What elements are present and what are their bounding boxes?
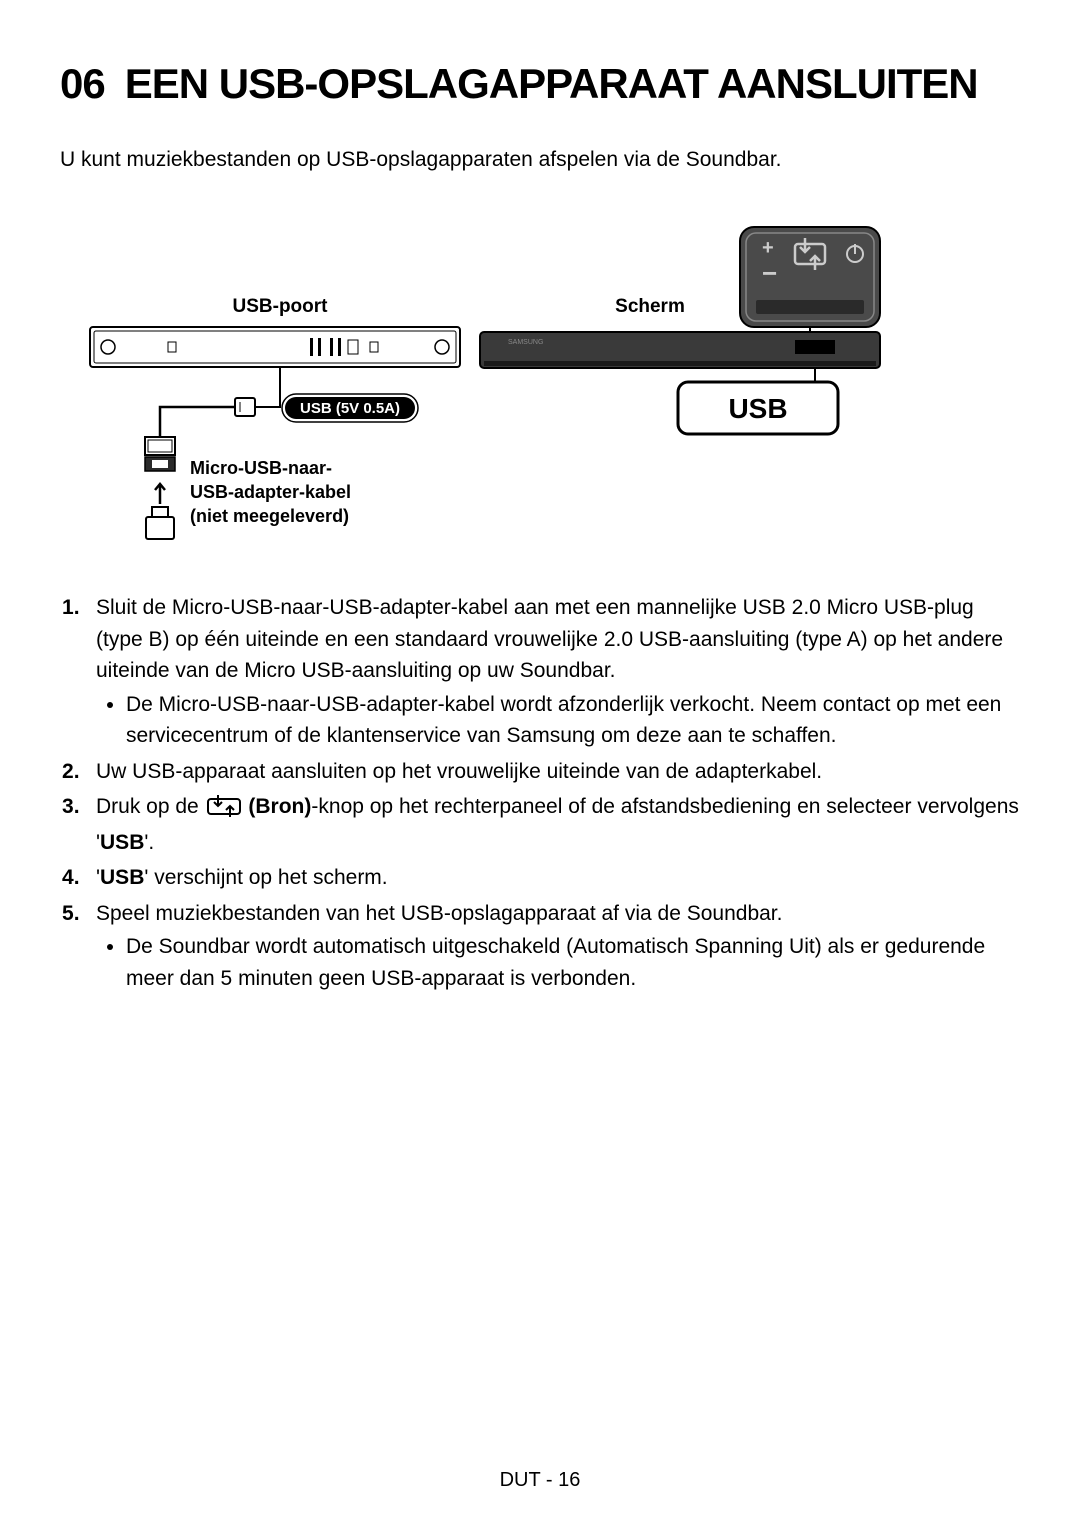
adapter-label-1: Micro-USB-naar- xyxy=(190,458,332,478)
connection-diagram: USB-poort USB (5V 0.5A) xyxy=(60,212,1020,562)
svg-text:−: − xyxy=(762,258,777,288)
step-1: Sluit de Micro-USB-naar-USB-adapter-kabe… xyxy=(96,592,1020,752)
svg-text:SAMSUNG: SAMSUNG xyxy=(508,339,543,346)
screen-label: Scherm xyxy=(615,296,685,317)
step-1-bullet: De Micro-USB-naar-USB-adapter-kabel word… xyxy=(126,689,1020,752)
step-5-bullet: De Soundbar wordt automatisch uitgeschak… xyxy=(126,931,1020,994)
page-footer: DUT - 16 xyxy=(0,1469,1080,1492)
heading-number: 06 xyxy=(60,60,105,108)
usb-port-label: USB-poort xyxy=(233,296,329,317)
usb-display-text: USB xyxy=(728,393,787,424)
adapter-label-2: USB-adapter-kabel xyxy=(190,482,351,502)
section-heading: 06 EEN USB-OPSLAGAPPARAAT AANSLUITEN xyxy=(60,60,1020,108)
step-4: 'USB' verschijnt op het scherm. xyxy=(96,862,1020,894)
step-2: Uw USB-apparaat aansluiten op het vrouwe… xyxy=(96,756,1020,788)
heading-title: EEN USB-OPSLAGAPPARAAT AANSLUITEN xyxy=(125,60,978,108)
source-icon xyxy=(205,795,243,827)
steps-list: Sluit de Micro-USB-naar-USB-adapter-kabe… xyxy=(60,592,1020,994)
adapter-label-3: (niet meegeleverd) xyxy=(190,506,349,526)
step-3: Druk op de (Bron)-knop op het rechterpan… xyxy=(96,791,1020,858)
step-5: Speel muziekbestanden van het USB-opslag… xyxy=(96,898,1020,995)
svg-text:+: + xyxy=(762,237,774,259)
intro-text: U kunt muziekbestanden op USB-opslagappa… xyxy=(60,148,1020,172)
usb-spec-label: USB (5V 0.5A) xyxy=(300,400,400,417)
